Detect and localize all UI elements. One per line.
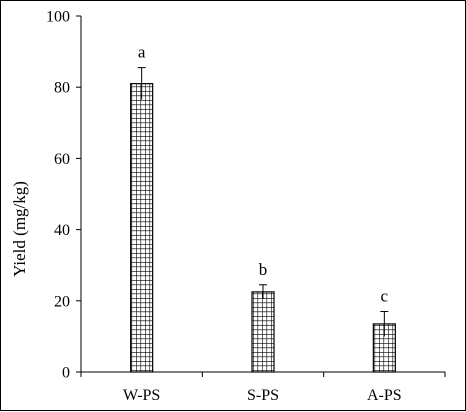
y-tick-label: 100 (46, 9, 70, 26)
y-axis-title: Yield (mg/kg) (10, 181, 29, 277)
y-tick-label: 20 (54, 293, 70, 310)
y-tick-label: 0 (62, 365, 70, 382)
significance-letter: a (138, 43, 146, 62)
y-tick-label: 40 (54, 222, 70, 239)
x-tick-label: A-PS (367, 387, 402, 404)
bar-w-ps (130, 83, 154, 373)
x-tick-label: W-PS (123, 387, 160, 404)
significance-letter: b (259, 260, 268, 279)
significance-letter: c (381, 286, 389, 305)
y-tick-label: 80 (54, 80, 70, 97)
x-tick-label: S-PS (247, 387, 279, 404)
bar-s-ps (251, 291, 275, 373)
y-tick-label: 60 (54, 151, 70, 168)
